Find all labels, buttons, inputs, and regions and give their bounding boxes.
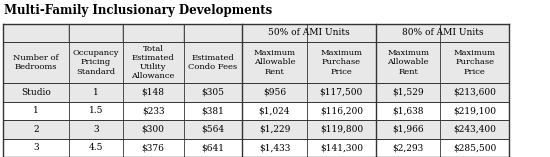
Text: Estimated
Condo Fees: Estimated Condo Fees <box>189 54 238 71</box>
Text: 1: 1 <box>34 106 39 115</box>
Text: $213,600: $213,600 <box>453 88 496 97</box>
Text: 3: 3 <box>93 125 99 134</box>
Text: $148: $148 <box>142 88 164 97</box>
Text: $116,200: $116,200 <box>320 106 363 115</box>
Text: $381: $381 <box>201 106 224 115</box>
Bar <box>243 24 376 42</box>
Text: $243,400: $243,400 <box>453 125 496 134</box>
Bar <box>3 138 509 157</box>
Text: Occupancy
Pricing
Standard: Occupancy Pricing Standard <box>73 49 119 76</box>
Text: $300: $300 <box>142 125 164 134</box>
Text: $1,529: $1,529 <box>393 88 424 97</box>
Bar <box>3 83 509 102</box>
Text: $1,024: $1,024 <box>258 106 290 115</box>
Text: Multi-Family Inclusionary Developments: Multi-Family Inclusionary Developments <box>4 4 272 17</box>
Text: $285,500: $285,500 <box>453 143 496 152</box>
Bar <box>3 120 509 138</box>
Text: $233: $233 <box>142 106 164 115</box>
Text: 1.5: 1.5 <box>89 106 103 115</box>
Text: $956: $956 <box>263 88 286 97</box>
Text: $141,300: $141,300 <box>320 143 363 152</box>
Text: Maximum
Allowable
Rent: Maximum Allowable Rent <box>387 49 430 76</box>
Bar <box>3 24 243 42</box>
Text: Number of
Bedrooms: Number of Bedrooms <box>13 54 59 71</box>
Text: Maximum
Purchase
Price: Maximum Purchase Price <box>454 49 496 76</box>
Text: $117,500: $117,500 <box>320 88 363 97</box>
Text: $1,229: $1,229 <box>258 125 290 134</box>
Text: $119,800: $119,800 <box>320 125 363 134</box>
Text: $1,638: $1,638 <box>393 106 424 115</box>
Text: 3: 3 <box>34 143 39 152</box>
Text: 1: 1 <box>93 88 99 97</box>
Text: Maximum
Allowable
Rent: Maximum Allowable Rent <box>254 49 295 76</box>
Text: $1,966: $1,966 <box>393 125 424 134</box>
Bar <box>376 24 509 42</box>
Text: 2: 2 <box>34 125 39 134</box>
Text: $305: $305 <box>201 88 224 97</box>
Bar <box>3 42 509 83</box>
Text: Maximum
Purchase
Price: Maximum Purchase Price <box>320 49 362 76</box>
Text: 4.5: 4.5 <box>89 143 103 152</box>
Text: $219,100: $219,100 <box>453 106 496 115</box>
Text: Total
Estimated
Utility
Allowance: Total Estimated Utility Allowance <box>131 45 175 80</box>
Bar <box>3 102 509 120</box>
Text: 80% of AMI Units: 80% of AMI Units <box>402 28 483 38</box>
Text: $641: $641 <box>201 143 224 152</box>
Text: 50% of AMI Units: 50% of AMI Units <box>268 28 350 38</box>
Text: $376: $376 <box>142 143 164 152</box>
Text: $1,433: $1,433 <box>258 143 290 152</box>
Text: $2,293: $2,293 <box>393 143 424 152</box>
Text: $564: $564 <box>201 125 224 134</box>
Text: Studio: Studio <box>21 88 51 97</box>
